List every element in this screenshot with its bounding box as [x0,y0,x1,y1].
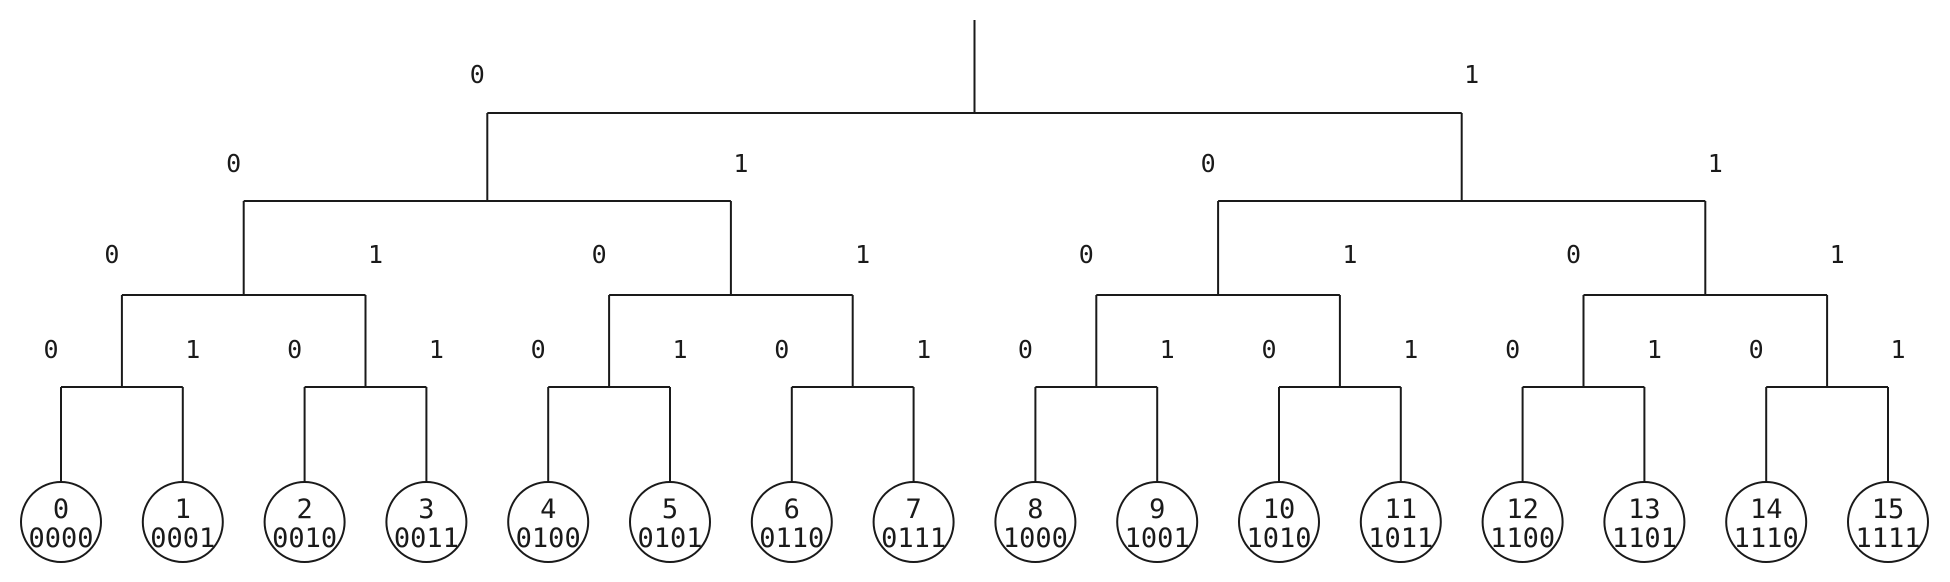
leaf-index: 7 [905,494,921,525]
leaf-code: 1011 [1368,523,1433,554]
leaf-node-circle [1847,481,1929,563]
branch-label-0: 0 [592,240,607,269]
leaf-code: 0101 [637,523,702,554]
leaf-code: 1010 [1246,523,1311,554]
tree-edges [60,20,1889,482]
leaf-node-circle [994,481,1077,563]
leaf-index: 14 [1750,494,1783,525]
branch-label-0: 0 [287,335,302,364]
branch-label-0: 0 [1018,335,1033,364]
leaf-index: 11 [1385,494,1418,525]
branch-label-1: 1 [1830,240,1845,269]
branch-label-1: 1 [185,335,200,364]
leaf-node-circle [1359,481,1442,563]
branch-label-0: 0 [1749,335,1764,364]
branch-label-1: 1 [429,335,444,364]
leaf-index: 15 [1872,494,1905,525]
branch-label-0: 0 [104,240,119,269]
leaf-code: 0111 [881,523,946,554]
branch-label-1: 1 [1403,335,1418,364]
branch-label-1: 1 [1160,335,1175,364]
branch-label-1: 1 [672,335,687,364]
leaf-code: 1111 [1855,523,1920,554]
leaf-node-circle [263,481,346,563]
leaf-code: 0110 [759,523,824,554]
branch-label-0: 0 [531,335,546,364]
leaf-node-circle [141,481,224,563]
leaf-node-circle [1603,481,1686,563]
branch-label-0: 0 [774,335,789,364]
branch-label-0: 0 [1505,335,1520,364]
leaf-node-circle [385,481,468,563]
leaf-index: 6 [784,494,800,525]
leaf-index: 9 [1149,494,1165,525]
leaf-code: 1110 [1734,523,1799,554]
branch-label-1: 1 [1890,335,1905,364]
leaf-index: 1 [175,494,191,525]
leaf-code: 0010 [272,523,337,554]
branch-labels: 0 1 0 1 0 1 0 1 0 1 0 1 0 1 0 1 0 1 0 1 0 1 0 1 0 1 0 1 0 1 [43,60,1905,364]
branch-label-0: 0 [226,149,241,178]
leaf-index: 10 [1263,494,1296,525]
leaf-node-circle [1116,481,1199,563]
branch-label-0: 0 [1261,335,1276,364]
leaf-code: 0011 [394,523,459,554]
branch-label-0: 0 [470,60,485,89]
leaf-node-circle [1481,481,1564,563]
leaf-index: 0 [53,494,69,525]
leaf-node-circle [629,481,711,563]
leaf-code: 1000 [1003,523,1068,554]
leaf-node-circle [750,481,833,563]
branch-label-1: 1 [1342,240,1357,269]
leaf-node-circle [1238,481,1320,563]
leaf-code: 0001 [150,523,215,554]
branch-label-0: 0 [43,335,58,364]
leaf-code: 0000 [28,523,93,554]
leaf-index: 12 [1506,494,1539,525]
leaf-code: 1001 [1125,523,1190,554]
branch-label-1: 1 [733,149,748,178]
leaf-index: 5 [662,494,678,525]
branch-label-1: 1 [1708,149,1723,178]
leaf-node-circle [507,481,590,563]
branch-label-0: 0 [1079,240,1094,269]
leaf-node-circle [20,481,102,563]
leaf-index: 3 [418,494,434,525]
branch-label-1: 1 [855,240,870,269]
leaf-node-circle [872,481,955,563]
leaf-node-circle [1725,481,1808,563]
branch-label-0: 0 [1566,240,1581,269]
leaf-code: 0100 [516,523,581,554]
branch-label-1: 1 [1647,335,1662,364]
leaf-index: 8 [1027,494,1043,525]
branch-label-1: 1 [368,240,383,269]
leaf-code: 1101 [1612,523,1677,554]
leaf-index: 4 [540,494,556,525]
leaf-index: 2 [296,494,312,525]
branch-label-0: 0 [1201,149,1216,178]
leaf-index: 13 [1628,494,1661,525]
leaf-code: 1100 [1490,523,1555,554]
branch-label-1: 1 [916,335,931,364]
leaf-nodes: 0000010001200103001140100501016011070111… [20,481,1929,563]
branch-label-1: 1 [1464,60,1479,89]
